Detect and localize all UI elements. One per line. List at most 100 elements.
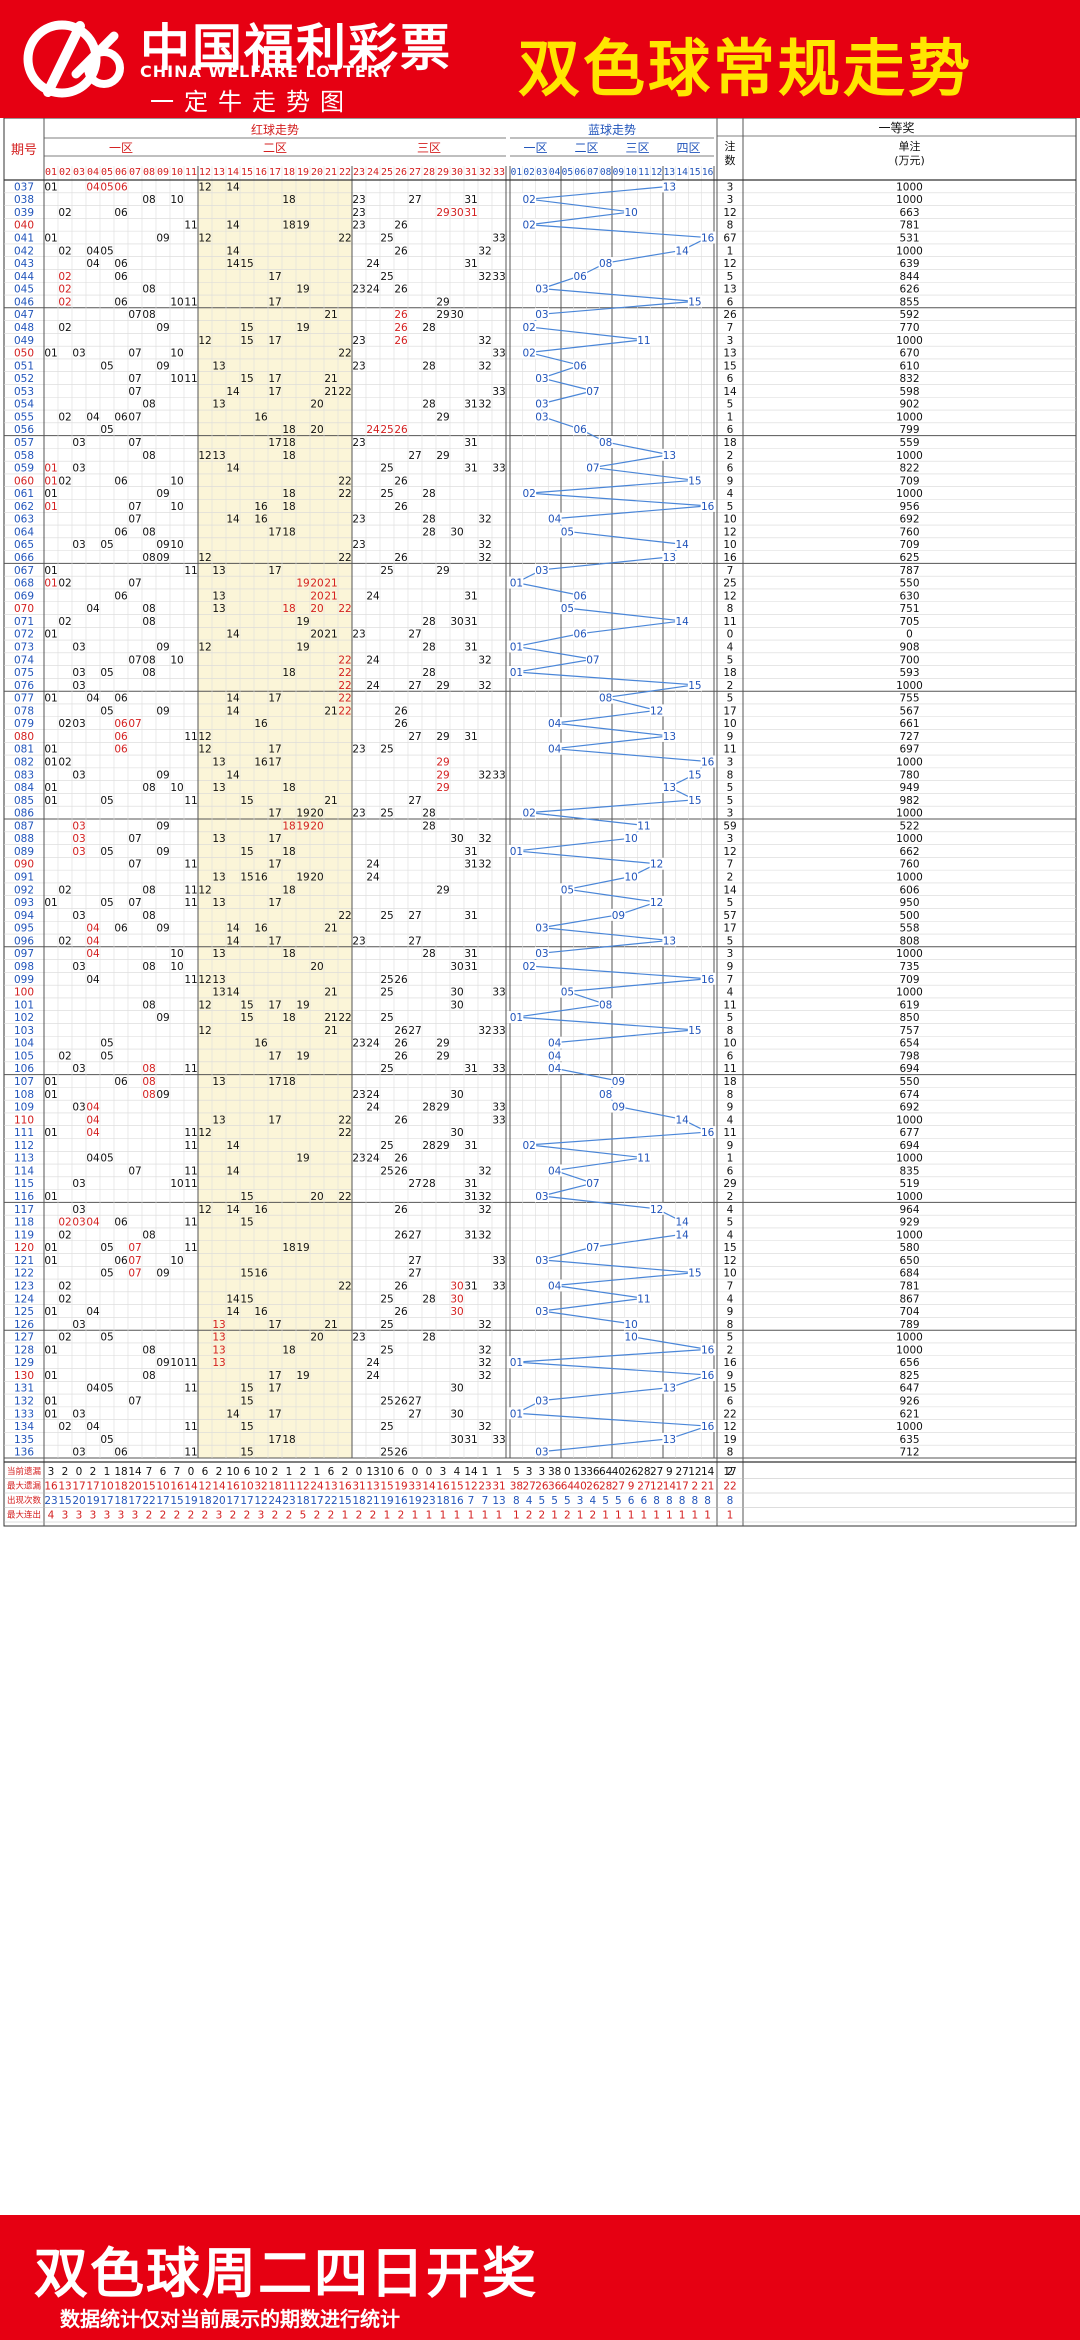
blue-ball-mark: 06 [573,629,587,641]
period-cell: 135 [14,1434,34,1446]
red-ball-mark: 07 [128,514,141,526]
red-ball-mark: 33 [492,1280,505,1292]
red-ball-mark: 21 [324,578,337,590]
stats-value: 16 [170,1481,184,1493]
red-ball-mark: 25 [380,1063,393,1075]
red-ball-mark: 01 [44,1127,57,1139]
prize-amount: 663 [899,207,919,219]
red-ball-mark: 30 [450,1408,463,1420]
blue-ball-mark: 10 [624,872,637,884]
blue-ball-mark: 11 [637,1153,650,1165]
red-ball-mark: 12 [198,974,211,986]
red-ball-mark: 18 [282,450,295,462]
prize-amount: 751 [899,603,919,615]
prize-amount: 656 [899,1357,919,1369]
red-ball-mark: 29 [436,296,449,308]
red-ball-mark: 30 [450,1383,463,1395]
stats-row-label: 最大连出 [7,1510,41,1521]
blue-ball-mark: 02 [522,488,535,500]
stats-value: 6 [160,1466,167,1478]
prize-header: 一等奖 [878,121,914,135]
red-ball-mark: 13 [212,1332,225,1344]
blue-ball-bg [534,1445,549,1458]
blue-ball-mark: 15 [688,680,701,692]
winner-count: 18 [723,437,736,449]
prize-amount: 592 [899,309,919,321]
red-ball-mark: 08 [142,654,155,666]
red-number-header: 21 [325,167,337,178]
red-ball-mark: 31 [464,1229,477,1241]
stats-value: 2 [202,1510,209,1522]
red-ball-mark: 06 [114,271,128,283]
red-ball-mark: 33 [492,1102,505,1114]
stats-value: 2 [160,1510,167,1522]
stats-value: 40 [612,1466,625,1478]
winner-count: 6 [727,463,734,475]
red-ball-mark: 07 [128,437,141,449]
winner-count: 12 [723,590,736,602]
blue-ball-mark: 06 [573,424,587,436]
red-ball-mark: 11 [184,1140,197,1152]
red-ball-mark: 25 [380,424,393,436]
period-cell: 108 [14,1089,34,1101]
red-ball-mark: 08 [142,910,155,922]
blue-ball-bg [509,1011,524,1024]
red-ball-title: 红球走势 [251,122,299,137]
blue-ball-mark: 01 [510,1408,523,1420]
red-ball-mark: 11 [184,974,197,986]
red-ball-mark: 31 [464,194,477,206]
winner-count: 8 [727,1089,734,1101]
blue-ball-bg [700,755,715,768]
prize-amount: 684 [899,1268,919,1280]
red-ball-mark: 02 [58,756,71,768]
period-cell: 063 [14,514,34,526]
red-ball-mark: 32 [478,654,491,666]
winner-count: 2 [727,1191,734,1203]
red-ball-mark: 26 [394,1306,408,1318]
red-number-header: 27 [409,167,421,178]
blue-ball-mark: 12 [650,897,663,909]
red-ball-mark: 32 [478,539,491,551]
red-ball-mark: 32 [478,271,491,283]
winner-count: 59 [723,820,736,832]
red-ball-mark: 23 [352,808,365,820]
period-cell: 114 [14,1165,34,1177]
red-ball-mark: 22 [338,680,351,692]
blue-ball-mark: 01 [510,578,523,590]
winner-count: 8 [727,1025,734,1037]
red-ball-mark: 29 [436,1140,449,1152]
stats-value: 2 [590,1510,597,1522]
red-ball-mark: 33 [492,386,505,398]
prize-amount: 1000 [896,450,923,462]
prize-amount: 982 [899,795,919,807]
winner-count: 6 [727,373,734,385]
red-ball-mark: 15 [240,335,253,347]
red-ball-mark: 19 [296,641,309,653]
blue-ball-bg [534,282,549,295]
red-ball-mark: 31 [464,1434,477,1446]
red-ball-mark: 32 [478,859,491,871]
period-cell: 129 [14,1357,34,1369]
stats-value: 14 [128,1466,142,1478]
red-ball-mark: 11 [184,1178,197,1190]
blue-ball-mark: 15 [688,1268,701,1280]
red-ball-mark: 30 [450,961,463,973]
blue-ball-mark: 08 [599,999,612,1011]
red-ball-mark: 21 [324,795,337,807]
period-cell: 070 [14,603,34,615]
red-ball-mark: 26 [394,284,408,296]
stats-value: 5 [539,1495,546,1507]
prize-amount: 949 [899,782,919,794]
stats-value: 5 [513,1466,520,1478]
red-ball-mark: 17 [268,271,281,283]
red-ball-mark: 07 [128,411,141,423]
red-ball-mark: 09 [156,1012,169,1024]
red-ball-mark: 01 [44,1306,57,1318]
red-ball-mark: 31 [464,948,477,960]
red-ball-mark: 18 [282,846,295,858]
red-ball-mark: 02 [58,284,71,296]
winner-count: 10 [723,514,736,526]
red-ball-mark: 28 [422,667,435,679]
red-ball-mark: 08 [142,1229,155,1241]
winner-count: 3 [727,948,734,960]
